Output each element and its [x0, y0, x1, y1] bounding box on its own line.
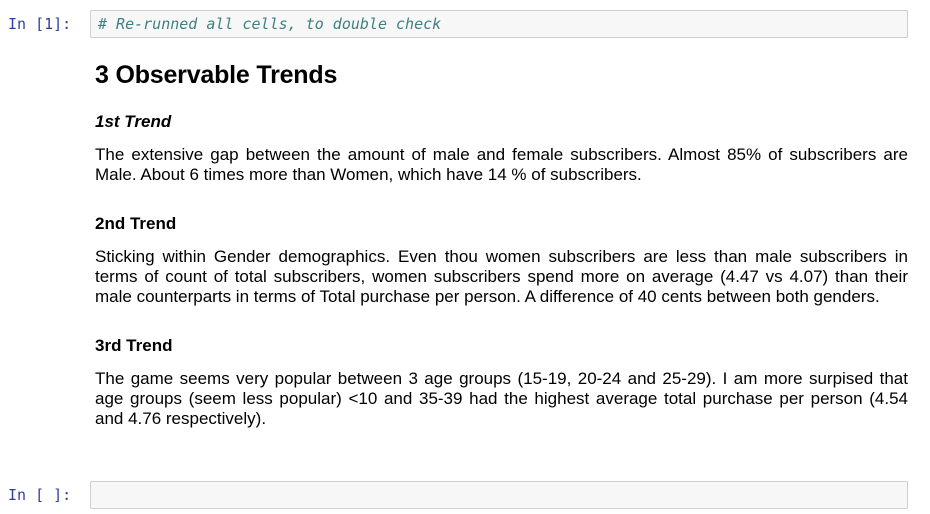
markdown-heading: 3 Observable Trends [95, 61, 338, 89]
trend-2-text: Sticking within Gender demographics. Eve… [95, 247, 908, 306]
trend-2-title: 2nd Trend [95, 214, 177, 233]
trend-3-title: 3rd Trend [95, 336, 173, 355]
markdown-cell: 3 Observable Trends 1st Trend The extens… [95, 60, 908, 458]
code-input-empty[interactable] [90, 481, 908, 509]
input-prompt-1: In [1]: [8, 15, 72, 33]
input-prompt-empty: In [ ]: [8, 486, 72, 504]
trend-1-text: The extensive gap between the amount of … [95, 145, 908, 184]
trend-1-title: 1st Trend [95, 112, 172, 131]
code-comment: # Re-runned all cells, to double check [98, 15, 442, 33]
trend-3-text: The game seems very popular between 3 ag… [95, 369, 908, 428]
code-input-1[interactable]: # Re-runned all cells, to double check [90, 10, 908, 38]
